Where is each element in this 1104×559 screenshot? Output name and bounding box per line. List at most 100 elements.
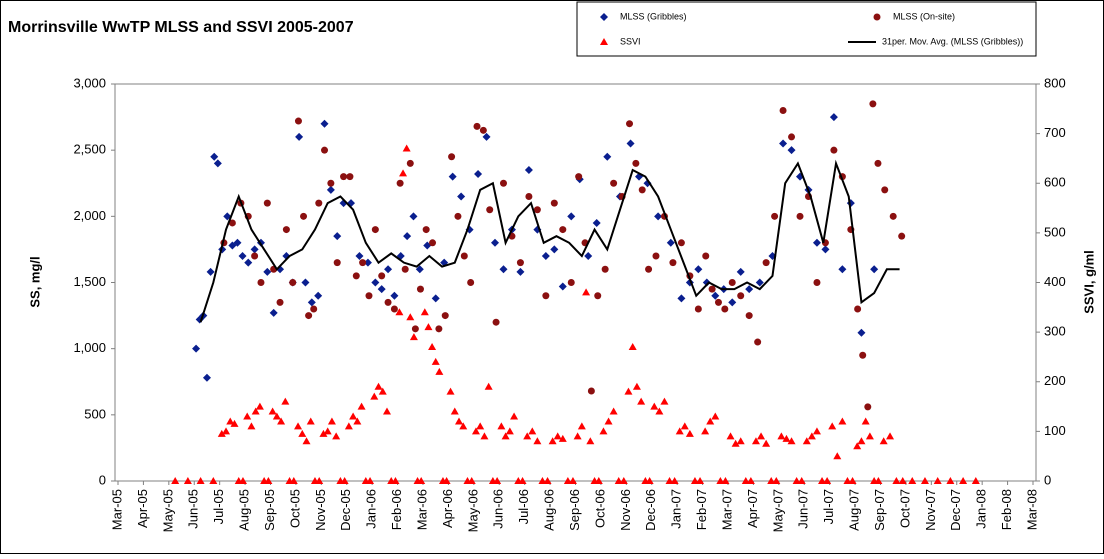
x-tick-label: Apr-07 bbox=[745, 489, 760, 528]
x-tick-label: May-06 bbox=[465, 489, 480, 532]
point bbox=[600, 38, 608, 45]
point bbox=[745, 285, 754, 294]
point bbox=[294, 422, 303, 430]
point bbox=[441, 312, 449, 320]
point bbox=[310, 305, 318, 313]
point bbox=[277, 417, 286, 425]
point bbox=[711, 412, 720, 420]
point bbox=[416, 285, 424, 293]
point bbox=[251, 252, 259, 260]
point bbox=[499, 179, 507, 187]
point bbox=[471, 427, 480, 435]
point bbox=[787, 437, 796, 445]
point bbox=[327, 417, 336, 425]
point bbox=[711, 291, 720, 300]
point bbox=[813, 279, 821, 286]
point bbox=[861, 417, 870, 425]
point bbox=[300, 212, 308, 220]
point bbox=[431, 294, 440, 303]
point bbox=[222, 427, 231, 435]
point bbox=[467, 477, 476, 484]
point bbox=[378, 272, 386, 280]
x-tick-label: Nov-05 bbox=[313, 489, 328, 531]
point bbox=[395, 308, 404, 316]
point bbox=[250, 245, 259, 254]
x-tick-label: Mar-07 bbox=[719, 489, 734, 530]
point bbox=[450, 407, 459, 415]
x-tick-label: Aug-07 bbox=[847, 489, 862, 531]
point bbox=[403, 232, 412, 241]
point bbox=[523, 432, 532, 440]
point bbox=[833, 452, 842, 460]
point bbox=[563, 477, 572, 484]
point bbox=[480, 432, 489, 440]
point bbox=[384, 298, 392, 306]
point bbox=[746, 477, 755, 484]
point bbox=[497, 422, 506, 430]
point bbox=[435, 325, 443, 333]
point bbox=[326, 185, 335, 194]
point bbox=[669, 259, 677, 267]
point bbox=[327, 179, 335, 187]
x-tick-label: Jun-07 bbox=[796, 489, 811, 529]
point bbox=[371, 278, 380, 287]
point bbox=[268, 407, 277, 415]
point bbox=[323, 427, 332, 435]
point bbox=[272, 412, 281, 420]
point bbox=[708, 285, 716, 293]
point bbox=[422, 226, 430, 234]
point bbox=[864, 403, 872, 411]
point bbox=[371, 226, 379, 234]
point bbox=[690, 477, 699, 484]
point bbox=[378, 387, 387, 395]
point bbox=[675, 427, 684, 435]
point bbox=[442, 477, 451, 484]
point bbox=[298, 429, 307, 437]
point bbox=[493, 477, 502, 484]
point bbox=[431, 357, 440, 365]
x-tick-label: Jul-07 bbox=[821, 489, 836, 524]
point bbox=[384, 265, 393, 274]
point bbox=[365, 292, 373, 300]
point bbox=[619, 477, 628, 484]
point bbox=[779, 106, 787, 114]
point bbox=[755, 278, 764, 287]
point bbox=[654, 212, 663, 221]
point bbox=[854, 305, 862, 313]
point bbox=[374, 382, 383, 390]
point bbox=[787, 146, 796, 155]
point bbox=[859, 351, 867, 359]
point bbox=[632, 159, 640, 167]
point bbox=[592, 218, 601, 227]
point bbox=[626, 120, 634, 128]
point bbox=[302, 437, 311, 445]
chart-title: Morrinsville WwTP MLSS and SSVI 2005-200… bbox=[8, 19, 354, 36]
point bbox=[666, 238, 675, 247]
point bbox=[340, 477, 349, 484]
x-tick-label: May-07 bbox=[770, 489, 785, 532]
point bbox=[484, 382, 493, 390]
point bbox=[603, 152, 612, 161]
x-tick-label: Feb-08 bbox=[999, 489, 1014, 530]
point bbox=[843, 477, 852, 484]
point bbox=[353, 417, 362, 425]
x-tick-label: Mar-05 bbox=[109, 489, 124, 530]
point bbox=[567, 279, 575, 286]
point bbox=[736, 437, 745, 445]
point bbox=[558, 282, 567, 291]
point bbox=[694, 305, 702, 313]
point bbox=[542, 292, 550, 300]
y-tick-label: 2,000 bbox=[73, 208, 106, 223]
point bbox=[838, 265, 847, 274]
legend-label: MLSS (On-site) bbox=[893, 11, 955, 21]
point bbox=[550, 199, 558, 207]
point bbox=[898, 232, 906, 240]
point bbox=[264, 477, 273, 484]
x-tick-label: May-05 bbox=[160, 489, 175, 532]
point bbox=[295, 132, 304, 141]
point bbox=[731, 439, 740, 447]
point bbox=[577, 422, 586, 430]
legend-label: MLSS (Gribbles) bbox=[620, 11, 687, 21]
point bbox=[857, 328, 866, 337]
